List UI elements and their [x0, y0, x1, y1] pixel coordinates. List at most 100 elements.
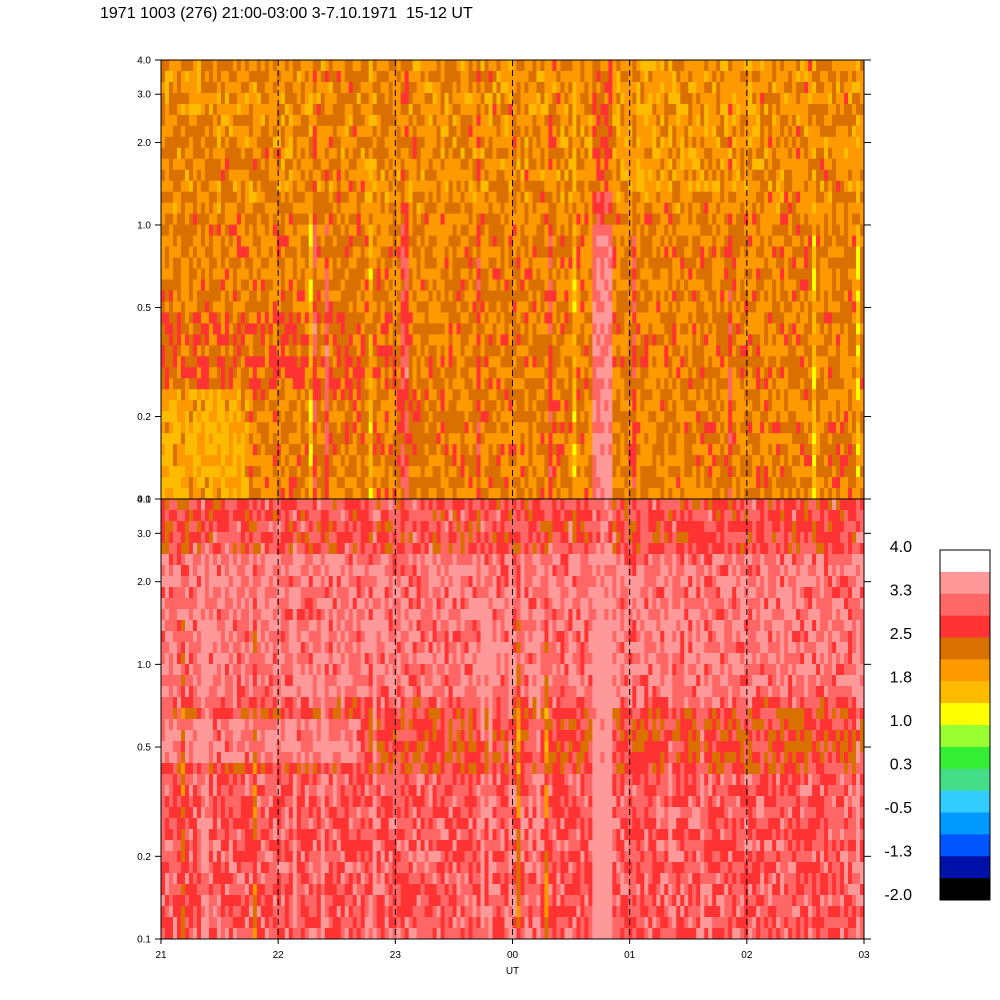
heatmap-cell	[316, 345, 322, 357]
heatmap-cell	[256, 70, 262, 83]
heatmap-cell	[228, 136, 234, 149]
heatmap-cell	[172, 345, 178, 357]
heatmap-cell	[564, 213, 570, 226]
heatmap-cell	[204, 235, 210, 248]
heatmap-cell	[472, 169, 478, 182]
heatmap-cell	[648, 378, 653, 390]
heatmap-cell	[228, 202, 234, 215]
heatmap-cell	[332, 191, 338, 204]
heatmap-cell	[604, 466, 609, 478]
heatmap-cell	[336, 191, 342, 204]
heatmap-cell	[308, 312, 314, 324]
heatmap-cell	[568, 422, 574, 434]
heatmap-cell	[536, 81, 542, 94]
heatmap-cell	[592, 444, 597, 456]
heatmap-cell	[500, 444, 506, 456]
heatmap-cell	[484, 444, 490, 456]
heatmap-cell	[344, 323, 350, 335]
heatmap-cell	[620, 477, 625, 489]
heatmap-cell	[324, 114, 330, 127]
heatmap-cell	[172, 433, 178, 445]
heatmap-cell	[476, 70, 482, 83]
heatmap-cell	[392, 213, 398, 226]
heatmap-cell	[328, 81, 334, 94]
heatmap-cell	[548, 147, 554, 160]
heatmap-cell	[212, 114, 218, 127]
heatmap-cell	[168, 70, 174, 83]
heatmap-cell	[252, 268, 258, 281]
heatmap-cell	[352, 257, 358, 270]
heatmap-cell	[280, 301, 286, 314]
heatmap-cell	[640, 70, 645, 83]
heatmap-cell	[232, 191, 238, 204]
heatmap-cell	[268, 114, 274, 127]
heatmap-cell	[224, 224, 230, 237]
heatmap-cell	[632, 169, 637, 182]
heatmap-cell	[308, 279, 314, 292]
heatmap-cell	[596, 378, 601, 390]
heatmap-cell	[508, 268, 514, 281]
heatmap-cell	[164, 400, 170, 412]
heatmap-cell	[348, 125, 354, 138]
heatmap-cell	[368, 81, 374, 94]
heatmap-cell	[320, 378, 326, 390]
heatmap-cell	[640, 213, 645, 226]
heatmap-cell	[556, 290, 562, 303]
heatmap-cell	[328, 147, 334, 160]
heatmap-cell	[500, 246, 506, 259]
heatmap-cell	[216, 279, 222, 292]
heatmap-cell	[476, 433, 482, 445]
heatmap-cell	[576, 290, 581, 303]
heatmap-cell	[208, 114, 214, 127]
heatmap-cell	[252, 411, 258, 423]
heatmap-cell	[444, 213, 450, 226]
heatmap-cell	[192, 455, 198, 467]
heatmap-cell	[220, 191, 226, 204]
heatmap-cell	[176, 169, 182, 182]
heatmap-cell	[228, 323, 234, 335]
heatmap-cell	[400, 246, 406, 259]
heatmap-cell	[224, 268, 230, 281]
heatmap-cell	[404, 268, 410, 281]
heatmap-cell	[312, 224, 318, 237]
heatmap-cell	[492, 323, 498, 335]
heatmap-cell	[564, 202, 570, 215]
heatmap-cell	[212, 81, 218, 94]
heatmap-cell	[256, 400, 262, 412]
heatmap-cell	[424, 147, 430, 160]
heatmap-cell	[340, 158, 346, 171]
heatmap-cell	[584, 488, 589, 499]
heatmap-cell	[288, 422, 294, 434]
heatmap-cell	[360, 444, 366, 456]
heatmap-cell	[396, 334, 402, 346]
heatmap-cell	[240, 488, 246, 499]
heatmap-cell	[184, 389, 190, 401]
heatmap-cell	[652, 422, 657, 434]
heatmap-cell	[572, 455, 577, 467]
heatmap-cell	[508, 378, 514, 390]
heatmap-cell	[304, 147, 310, 160]
heatmap-cell	[224, 290, 230, 303]
heatmap-cell	[404, 345, 410, 357]
heatmap-cell	[420, 477, 426, 489]
heatmap-cell	[476, 312, 482, 324]
heatmap-cell	[584, 323, 589, 335]
heatmap-cell	[176, 235, 182, 248]
heatmap-cell	[272, 411, 278, 423]
heatmap-cell	[644, 136, 649, 149]
heatmap-cell	[652, 224, 657, 237]
heatmap-cell	[456, 378, 462, 390]
heatmap-cell	[364, 279, 370, 292]
heatmap-cell	[416, 312, 422, 324]
heatmap-cell	[492, 158, 498, 171]
heatmap-cell	[172, 147, 178, 160]
heatmap-cell	[180, 444, 186, 456]
heatmap-cell	[396, 257, 402, 270]
heatmap-cell	[404, 169, 410, 182]
heatmap-cell	[384, 290, 390, 303]
heatmap-cell	[596, 158, 601, 171]
heatmap-cell	[236, 433, 242, 445]
heatmap-cell	[644, 147, 649, 160]
heatmap-cell	[520, 180, 526, 193]
heatmap-cell	[388, 378, 394, 390]
